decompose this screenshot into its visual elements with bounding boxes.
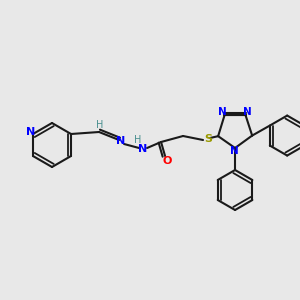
- Text: N: N: [138, 144, 148, 154]
- Text: N: N: [116, 136, 126, 146]
- Text: N: N: [230, 146, 239, 156]
- Text: N: N: [218, 107, 227, 117]
- Text: H: H: [96, 120, 104, 130]
- Text: H: H: [134, 135, 142, 145]
- Text: N: N: [26, 127, 36, 137]
- Text: O: O: [162, 156, 172, 166]
- Text: N: N: [243, 107, 252, 117]
- Text: S: S: [204, 134, 212, 144]
